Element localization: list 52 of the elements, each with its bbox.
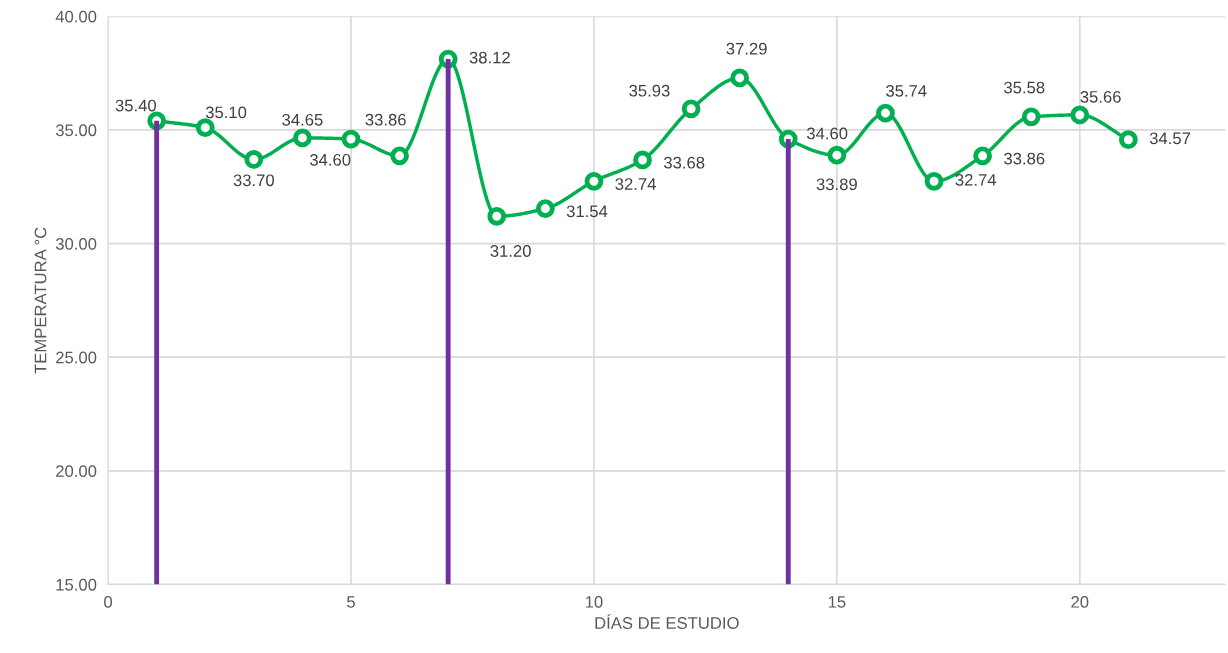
point xyxy=(633,150,652,170)
data-label: 35.10 xyxy=(205,106,247,119)
y-tick-label: 30.00 xyxy=(55,237,97,250)
point xyxy=(1119,130,1138,150)
point xyxy=(730,68,750,88)
data-label: 31.20 xyxy=(490,245,531,257)
data-label: 33.70 xyxy=(233,174,275,187)
data-label: 37.29 xyxy=(726,42,767,55)
data-label: 33.86 xyxy=(1004,152,1045,165)
data-label: 34.60 xyxy=(309,153,351,166)
point xyxy=(1070,105,1090,125)
point xyxy=(584,171,604,191)
data-label: 35.66 xyxy=(1080,90,1121,103)
data-label: 34.65 xyxy=(282,113,323,126)
point xyxy=(195,118,215,138)
y-tick-label: 35.00 xyxy=(55,124,97,137)
point xyxy=(973,146,992,166)
x-tick-label: 20 xyxy=(1071,595,1089,608)
data-label: 33.68 xyxy=(663,156,705,169)
point xyxy=(244,150,264,169)
data-label: 34.60 xyxy=(806,127,848,140)
y-tick-label: 15.00 xyxy=(56,578,97,591)
data-label: 38.12 xyxy=(469,51,510,64)
y-tick-label: 25.00 xyxy=(56,351,97,364)
x-tick-label: 10 xyxy=(585,595,603,608)
point xyxy=(341,129,361,149)
data-label: 35.93 xyxy=(629,84,670,97)
data-label: 31.54 xyxy=(566,205,608,218)
x-tick-label: 5 xyxy=(347,596,355,608)
data-label: 32.74 xyxy=(955,173,997,186)
data-label: 35.40 xyxy=(115,99,157,112)
point xyxy=(681,99,701,119)
data-label: 33.86 xyxy=(365,113,406,126)
data-label: 35.74 xyxy=(886,84,927,97)
x-axis-title: DÍAS DE ESTUDIO xyxy=(595,614,739,629)
x-tick-label: 0 xyxy=(104,595,113,608)
point xyxy=(827,145,847,165)
y-axis-title: TEMPERATURA °C xyxy=(34,227,47,374)
point xyxy=(1021,107,1041,127)
data-label: 32.74 xyxy=(615,178,656,190)
point xyxy=(876,103,895,123)
point xyxy=(390,146,409,166)
data-label: 34.57 xyxy=(1149,132,1191,145)
data-label: 35.58 xyxy=(1004,81,1045,94)
point xyxy=(535,199,555,218)
y-tick-label: 40.00 xyxy=(55,10,97,23)
y-tick-label: 20.00 xyxy=(56,465,97,478)
data-label: 33.89 xyxy=(816,178,857,191)
point xyxy=(924,171,944,191)
point xyxy=(293,128,312,148)
point xyxy=(487,206,507,226)
x-tick-label: 15 xyxy=(828,596,846,608)
